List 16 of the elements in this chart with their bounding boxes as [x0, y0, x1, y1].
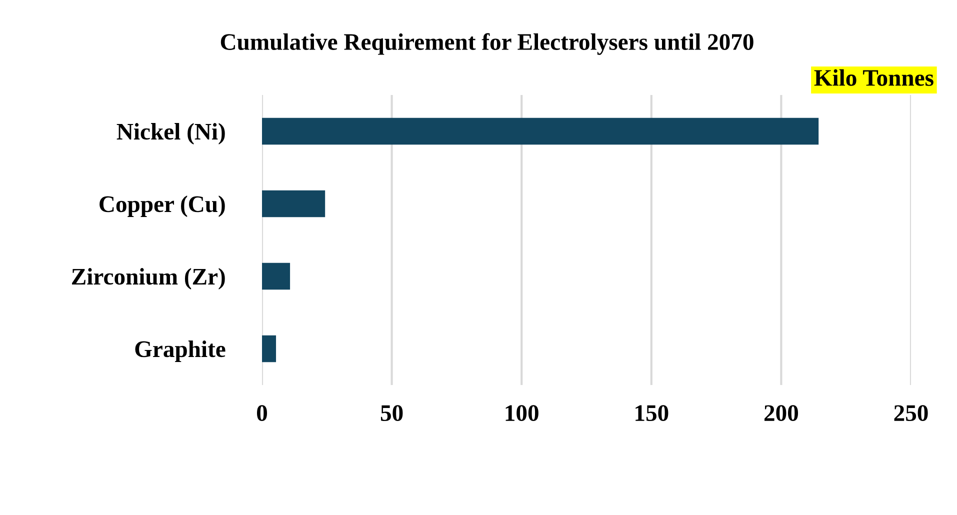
y-tick-label: Zirconium (Zr): [72, 268, 225, 290]
bar: [262, 335, 276, 362]
text: Kilo Tonnes: [814, 69, 934, 86]
bar: [262, 118, 819, 145]
chart-title: Cumulative Requirement for Electrolysers until 2070: [220, 33, 754, 55]
bar: [262, 262, 290, 290]
bar: [262, 190, 326, 218]
y-tick-label: Graphite: [135, 340, 226, 362]
x-tick-label: 100: [506, 405, 538, 422]
x-tick-label: 50: [380, 405, 403, 422]
x-tick-label: 250: [894, 405, 928, 422]
y-tick-label: Nickel (Ni): [116, 123, 225, 144]
x-tick-label: 150: [636, 405, 668, 422]
y-tick-label: Copper (Cu): [100, 196, 225, 217]
x-tick-label: 200: [764, 405, 798, 422]
x-tick-label: 0: [256, 405, 268, 422]
